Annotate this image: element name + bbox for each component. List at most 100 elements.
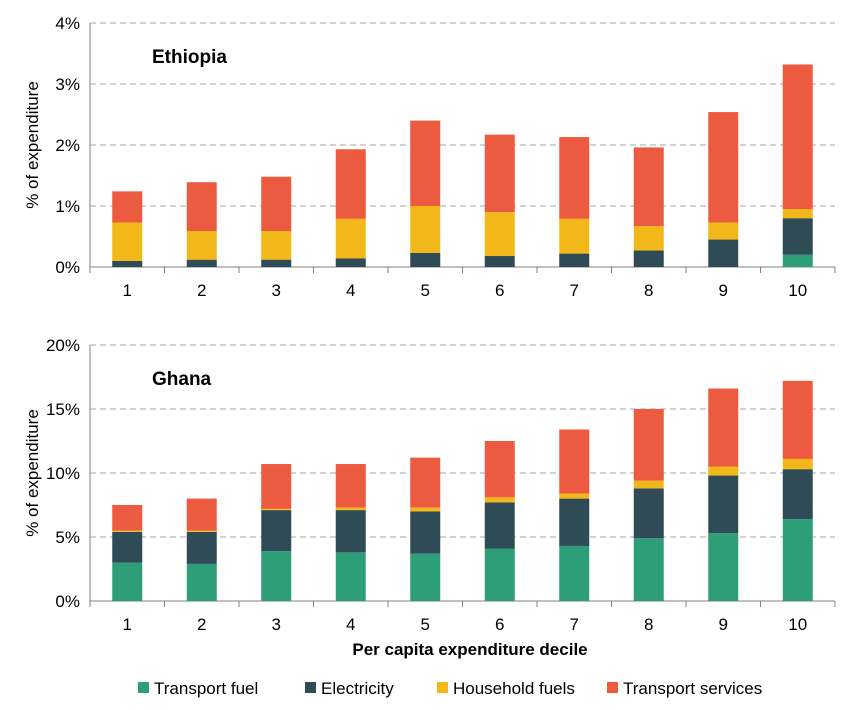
x-tick-label: 3: [272, 281, 281, 300]
legend-swatch-transport-services: [607, 682, 618, 693]
y-tick-label: 1%: [55, 197, 80, 216]
bar-ghana-transport-fuel-decile-2: [186, 563, 217, 601]
bar-ghana-transport-services-decile-10: [782, 380, 813, 459]
bar-ghana-transport-services-decile-1: [112, 505, 143, 531]
bar-ghana-transport-services-decile-6: [484, 441, 515, 498]
bar-ghana-household-fuels-decile-9: [708, 466, 739, 476]
bar-ethiopia-transport-services-decile-4: [335, 149, 366, 219]
bar-ethiopia-electricity-decile-9: [708, 239, 739, 267]
legend-swatch-household-fuels: [437, 682, 448, 693]
bar-ghana-transport-services-decile-4: [335, 464, 366, 508]
y-tick-label: 20%: [46, 336, 80, 355]
bar-ghana-transport-fuel-decile-8: [633, 538, 664, 601]
y-tick-label: 3%: [55, 75, 80, 94]
x-tick-label: 9: [719, 281, 728, 300]
bar-ethiopia-household-fuels-decile-3: [261, 231, 292, 260]
x-tick-label: 8: [644, 615, 653, 634]
y-tick-label: 15%: [46, 400, 80, 419]
legend-label: Transport fuel: [154, 679, 258, 698]
x-tick-label: 4: [346, 281, 355, 300]
bar-ethiopia-electricity-decile-8: [633, 250, 664, 267]
bar-ghana-household-fuels-decile-7: [559, 493, 590, 499]
bar-ethiopia-household-fuels-decile-1: [112, 222, 143, 261]
legend-label: Electricity: [321, 679, 394, 698]
y-tick-label: 5%: [55, 528, 80, 547]
x-tick-label: 4: [346, 615, 355, 634]
bar-ghana-transport-fuel-decile-7: [559, 545, 590, 601]
x-tick-label: 8: [644, 281, 653, 300]
bar-ghana-electricity-decile-4: [335, 510, 366, 553]
y-axis-title: % of expenditure: [23, 81, 42, 209]
bar-ethiopia-electricity-decile-6: [484, 256, 515, 267]
bar-ethiopia-household-fuels-decile-9: [708, 222, 739, 240]
bar-ethiopia-household-fuels-decile-4: [335, 218, 366, 259]
bar-ethiopia-transport-services-decile-8: [633, 147, 664, 227]
x-tick-label: 6: [495, 615, 504, 634]
bar-ethiopia-household-fuels-decile-7: [559, 218, 590, 254]
bar-ghana-electricity-decile-9: [708, 475, 739, 534]
bar-ghana-transport-fuel-decile-10: [782, 519, 813, 601]
y-tick-label: 10%: [46, 464, 80, 483]
bar-ghana-electricity-decile-8: [633, 488, 664, 539]
bar-ethiopia-transport-services-decile-9: [708, 112, 739, 223]
bar-ethiopia-transport-services-decile-2: [186, 182, 217, 232]
x-tick-label: 1: [123, 281, 132, 300]
bar-ghana-electricity-decile-7: [559, 498, 590, 546]
bar-ethiopia-electricity-decile-1: [112, 260, 143, 267]
bar-ghana-transport-services-decile-2: [186, 498, 217, 531]
x-axis-title: Per capita expenditure decile: [352, 640, 587, 659]
bar-ghana-transport-services-decile-7: [559, 429, 590, 494]
bar-ethiopia-transport-services-decile-7: [559, 137, 590, 219]
bar-ethiopia-household-fuels-decile-10: [782, 209, 813, 219]
x-tick-label: 1: [123, 615, 132, 634]
x-tick-label: 10: [788, 615, 807, 634]
bar-ethiopia-transport-fuel-decile-10: [782, 254, 813, 267]
y-tick-label: 2%: [55, 136, 80, 155]
legend-swatch-electricity: [305, 682, 316, 693]
x-tick-label: 6: [495, 281, 504, 300]
bar-ethiopia-electricity-decile-2: [186, 259, 217, 267]
bar-ethiopia-transport-services-decile-10: [782, 64, 813, 210]
bar-ethiopia-electricity-decile-3: [261, 259, 292, 267]
bar-ethiopia-household-fuels-decile-8: [633, 226, 664, 251]
x-tick-label: 2: [197, 615, 206, 634]
bar-ethiopia-transport-services-decile-3: [261, 176, 292, 232]
y-tick-label: 4%: [55, 14, 80, 33]
bar-ghana-transport-fuel-decile-9: [708, 533, 739, 601]
x-tick-label: 10: [788, 281, 807, 300]
x-tick-label: 5: [421, 281, 430, 300]
bar-ethiopia-transport-services-decile-6: [484, 134, 515, 213]
bar-ghana-electricity-decile-3: [261, 510, 292, 552]
y-tick-label: 0%: [55, 258, 80, 277]
bar-ghana-household-fuels-decile-2: [186, 530, 217, 532]
y-tick-label: 0%: [55, 592, 80, 611]
bar-ghana-household-fuels-decile-8: [633, 480, 664, 489]
bar-ghana-household-fuels-decile-1: [112, 530, 143, 532]
bar-ethiopia-household-fuels-decile-5: [410, 206, 441, 253]
x-tick-label: 7: [570, 615, 579, 634]
x-tick-label: 7: [570, 281, 579, 300]
panel-ghana: 0% 5% 10% 15% 20% 1 2 3 4 5 6 7 8 9 10 Ghana % of expend…: [23, 336, 836, 634]
bar-ghana-household-fuels-decile-4: [335, 507, 366, 511]
bar-ghana-transport-fuel-decile-6: [484, 548, 515, 601]
bar-ghana-electricity-decile-2: [186, 531, 217, 564]
legend-label: Transport services: [623, 679, 762, 698]
bar-ghana-transport-services-decile-3: [261, 464, 292, 509]
x-tick-label: 9: [719, 615, 728, 634]
legend-swatch-transport-fuel: [138, 682, 149, 693]
bar-ethiopia-electricity-decile-10: [782, 218, 813, 255]
bar-ghana-transport-fuel-decile-1: [112, 562, 143, 601]
x-tick-label: 3: [272, 615, 281, 634]
x-tick-label: 2: [197, 281, 206, 300]
bar-ethiopia-household-fuels-decile-6: [484, 212, 515, 257]
bar-ethiopia-transport-services-decile-1: [112, 191, 143, 223]
panel-ethiopia: 0% 1% 2% 3% 4% 1 2 3 4 5 6 7 8 9 10 Ethiopia % of expend…: [23, 14, 836, 300]
bar-ghana-household-fuels-decile-6: [484, 497, 515, 503]
bar-ethiopia-electricity-decile-4: [335, 258, 366, 267]
bar-ghana-electricity-decile-1: [112, 531, 143, 563]
panel-title: Ethiopia: [152, 47, 227, 68]
legend-label: Household fuels: [453, 679, 575, 698]
bar-ghana-transport-services-decile-8: [633, 409, 664, 481]
panel-title: Ghana: [152, 369, 212, 390]
